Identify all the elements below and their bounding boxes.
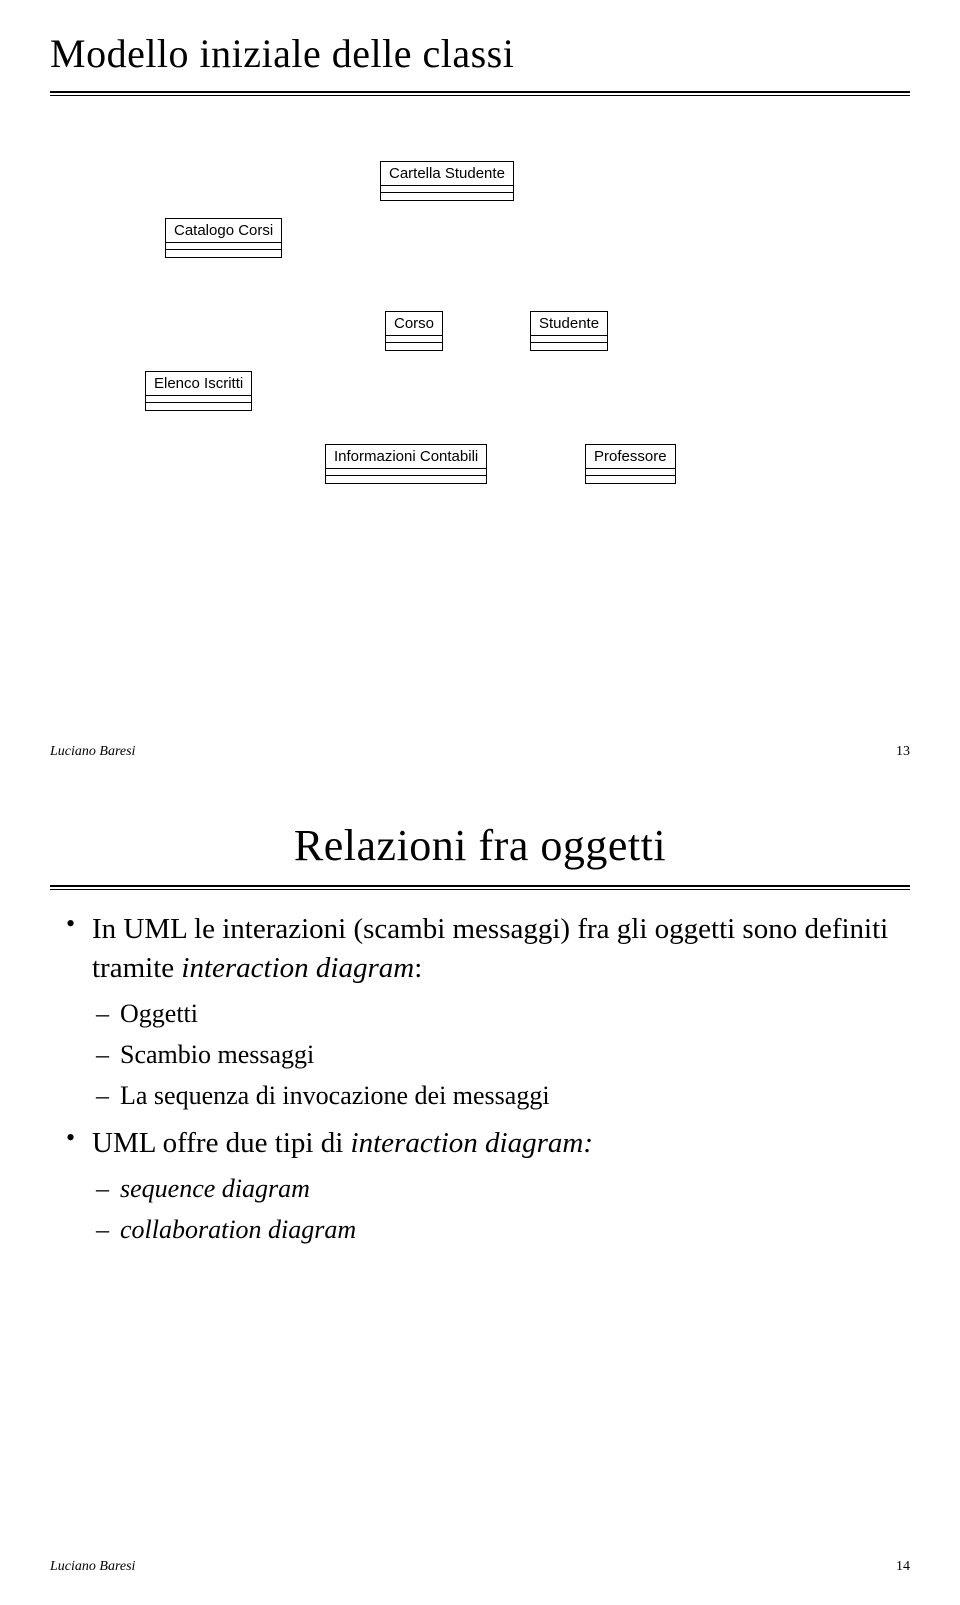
- sub-item: collaboration diagram: [92, 1212, 900, 1247]
- italic-term: sequence diagram: [120, 1174, 310, 1203]
- uml-class-box: Cartella Studente: [380, 161, 514, 201]
- sub-item: sequence diagram: [92, 1171, 900, 1206]
- title-block-14: Relazioni fra oggetti: [0, 790, 960, 890]
- uml-class-ops: [326, 476, 486, 483]
- footer-page-13: 13: [896, 744, 910, 760]
- footer-14: Luciano Baresi 14: [50, 1559, 910, 1575]
- uml-class-ops: [166, 250, 281, 257]
- uml-class-box: Informazioni Contabili: [325, 444, 487, 484]
- sub-item: Scambio messaggi: [92, 1037, 900, 1072]
- uml-class-attrs: [166, 243, 281, 250]
- italic-term: interaction diagram: [181, 952, 414, 984]
- bullet-item: UML offre due tipi di interaction diagra…: [60, 1124, 900, 1247]
- slide-title-14: Relazioni fra oggetti: [50, 820, 910, 871]
- italic-term: interaction diagram:: [351, 1127, 593, 1159]
- uml-class-name: Studente: [531, 312, 607, 336]
- class-diagram: Catalogo Corsi Cartella Studente Corso Stud…: [0, 96, 960, 596]
- uml-class-name: Cartella Studente: [381, 162, 513, 186]
- uml-class-ops: [381, 193, 513, 200]
- sub-item: Oggetti: [92, 996, 900, 1031]
- uml-class-box: Studente: [530, 311, 608, 351]
- footer-author-14: Luciano Baresi: [50, 1559, 135, 1575]
- uml-class-attrs: [531, 336, 607, 343]
- footer-author-13: Luciano Baresi: [50, 744, 135, 760]
- sub-list: Oggetti Scambio messaggi La sequenza di in…: [92, 996, 900, 1113]
- footer-page-14: 14: [896, 1559, 910, 1575]
- bullet-text: In UML le interazioni (scambi messaggi) …: [92, 913, 888, 984]
- uml-class-name: Corso: [386, 312, 442, 336]
- uml-class-attrs: [326, 469, 486, 476]
- uml-class-name: Informazioni Contabili: [326, 445, 486, 469]
- sub-item: La sequenza di invocazione dei messaggi: [92, 1078, 900, 1113]
- body-content-14: In UML le interazioni (scambi messaggi) …: [0, 890, 960, 1247]
- uml-class-box: Corso: [385, 311, 443, 351]
- uml-class-ops: [586, 476, 675, 483]
- uml-class-ops: [146, 403, 251, 410]
- slide-title-13: Modello iniziale delle classi: [50, 30, 910, 77]
- title-block-13: Modello iniziale delle classi: [0, 0, 960, 96]
- uml-class-box: Elenco Iscritti: [145, 371, 252, 411]
- italic-term: collaboration diagram: [120, 1215, 356, 1244]
- slide-14: Relazioni fra oggetti In UML le interazi…: [0, 790, 960, 1605]
- uml-class-ops: [531, 343, 607, 350]
- uml-class-attrs: [146, 396, 251, 403]
- uml-class-name: Catalogo Corsi: [166, 219, 281, 243]
- slide-13: Modello iniziale delle classi Catalogo C…: [0, 0, 960, 790]
- uml-class-attrs: [586, 469, 675, 476]
- uml-class-name: Elenco Iscritti: [146, 372, 251, 396]
- uml-class-name: Professore: [586, 445, 675, 469]
- uml-class-ops: [386, 343, 442, 350]
- uml-class-attrs: [381, 186, 513, 193]
- uml-class-box: Professore: [585, 444, 676, 484]
- bullet-list: In UML le interazioni (scambi messaggi) …: [60, 910, 900, 1247]
- uml-class-attrs: [386, 336, 442, 343]
- uml-class-box: Catalogo Corsi: [165, 218, 282, 258]
- footer-13: Luciano Baresi 13: [50, 744, 910, 760]
- sub-list: sequence diagram collaboration diagram: [92, 1171, 900, 1247]
- bullet-item: In UML le interazioni (scambi messaggi) …: [60, 910, 900, 1114]
- bullet-text: UML offre due tipi di interaction diagra…: [92, 1127, 593, 1159]
